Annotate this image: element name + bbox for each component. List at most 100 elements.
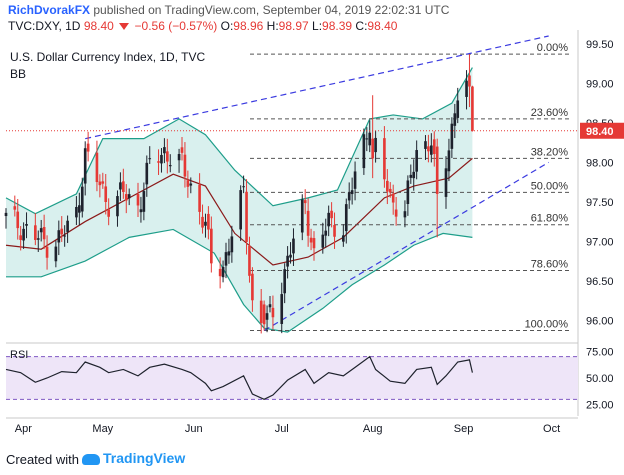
candle-body <box>271 307 275 318</box>
fib-level-label: 0.00% <box>537 42 568 54</box>
candle-body <box>168 165 172 167</box>
price-pane[interactable]: 99.5099.0098.5098.0097.5097.0096.5096.00… <box>4 30 624 419</box>
legend-indicator: BB <box>10 67 26 81</box>
candle-body <box>471 86 474 131</box>
candle-body <box>157 161 160 163</box>
low-value: 98.39 <box>322 19 353 33</box>
current-price-label: 98.40 <box>586 126 614 138</box>
trendline <box>263 161 549 332</box>
candle-body <box>83 148 87 184</box>
ohlc-header: TVC:DXY, 1D 98.40 −0.56 (−0.57%) O:98.96… <box>8 19 397 33</box>
candle-body <box>406 180 410 204</box>
candle-body <box>183 154 187 177</box>
candle-body <box>403 211 407 218</box>
candle-body <box>412 171 416 179</box>
candle-body <box>262 304 266 325</box>
candle-body <box>330 210 333 219</box>
candle-body <box>268 304 272 308</box>
candle-body <box>371 138 374 159</box>
candle-body <box>124 194 128 201</box>
tradingview-cloud-icon <box>82 453 100 465</box>
candle-body <box>312 238 316 249</box>
candle-body <box>218 268 222 277</box>
close-value: 98.40 <box>367 19 398 33</box>
price-tick-label: 98.00 <box>586 157 614 169</box>
candle-body <box>80 186 84 212</box>
last-price: 98.40 <box>83 19 114 33</box>
candle-body <box>430 145 433 155</box>
candle-body <box>101 181 105 184</box>
candle-body <box>4 212 8 217</box>
fib-level-label: 100.00% <box>525 319 569 331</box>
candle-body <box>13 206 17 210</box>
candle-body <box>122 181 125 192</box>
legend-title: U.S. Dollar Currency Index, 1D, TVC <box>10 50 206 64</box>
rsi-tick-label: 75.00 <box>586 346 614 358</box>
fib-level-label: 78.60% <box>531 259 569 271</box>
down-arrow-icon <box>119 23 130 31</box>
candle-body <box>186 180 190 187</box>
time-tick-label: Jun <box>185 423 203 435</box>
price-tick-label: 97.00 <box>586 236 614 248</box>
trendline <box>85 35 549 140</box>
tradingview-logo[interactable]: TradingView <box>82 450 185 466</box>
candle-body <box>224 252 228 266</box>
high-label: H: <box>266 19 279 33</box>
candle-body <box>204 221 207 226</box>
candle-body <box>25 224 28 226</box>
price-tick-label: 97.50 <box>586 197 614 209</box>
candle-body <box>39 228 43 233</box>
candle-body <box>453 113 457 126</box>
candle-body <box>242 186 245 188</box>
candle-body <box>409 174 413 178</box>
candle-body <box>42 227 46 240</box>
candle-body <box>394 209 398 217</box>
rsi-pane[interactable]: 75.00 50.00 25.00 RSI <box>5 346 614 412</box>
candle-body <box>160 154 163 164</box>
author-link[interactable]: RichDvorakFX <box>8 3 91 17</box>
candle-body <box>145 162 149 185</box>
candle-body <box>148 158 152 160</box>
price-tick-label: 99.00 <box>586 78 614 90</box>
candle-body <box>66 220 69 232</box>
publish-header: RichDvorakFX published on TradingView.co… <box>8 3 449 17</box>
candle-body <box>248 245 251 276</box>
candle-body <box>251 273 254 301</box>
candle-body <box>119 182 122 190</box>
candle-body <box>321 234 325 248</box>
candle-body <box>60 228 64 235</box>
candle-body <box>391 193 395 203</box>
candle-body <box>432 139 436 155</box>
candle-body <box>362 134 366 169</box>
tradingview-brand: TradingView <box>103 450 186 466</box>
candle-body <box>136 194 140 206</box>
low-label: L: <box>312 19 323 33</box>
candle-body <box>95 152 99 183</box>
candle-body <box>289 254 292 258</box>
candle-body <box>444 168 448 197</box>
bollinger-upper-line <box>5 67 473 215</box>
fib-level-label: 61.80% <box>531 213 569 225</box>
candle-body <box>292 238 295 254</box>
candle-body <box>86 143 90 152</box>
time-axis[interactable]: Apr May Jun Jul Aug Sep Oct <box>15 423 560 435</box>
candle-body <box>227 251 231 256</box>
time-tick-label: May <box>92 423 113 435</box>
price-tick-label: 96.50 <box>586 276 614 288</box>
dxy-chart[interactable]: 99.5099.0098.5098.0097.5097.0096.5096.00… <box>0 0 624 443</box>
candle-body <box>456 100 460 118</box>
created-with-text: Created with <box>6 452 79 467</box>
time-tick-label: Sep <box>454 423 474 435</box>
candle-body <box>45 246 49 258</box>
candle-body <box>239 190 242 230</box>
open-label: O: <box>220 19 234 33</box>
candle-body <box>107 209 110 217</box>
current-price-tag <box>580 122 624 139</box>
candle-body <box>324 230 328 236</box>
rsi-legend: RSI <box>10 349 28 361</box>
candle-body <box>54 246 58 262</box>
fib-level-label: 50.00% <box>531 180 569 192</box>
candle-body <box>75 206 78 218</box>
price-tick-label: 99.50 <box>586 39 614 51</box>
candle-body <box>19 235 22 240</box>
